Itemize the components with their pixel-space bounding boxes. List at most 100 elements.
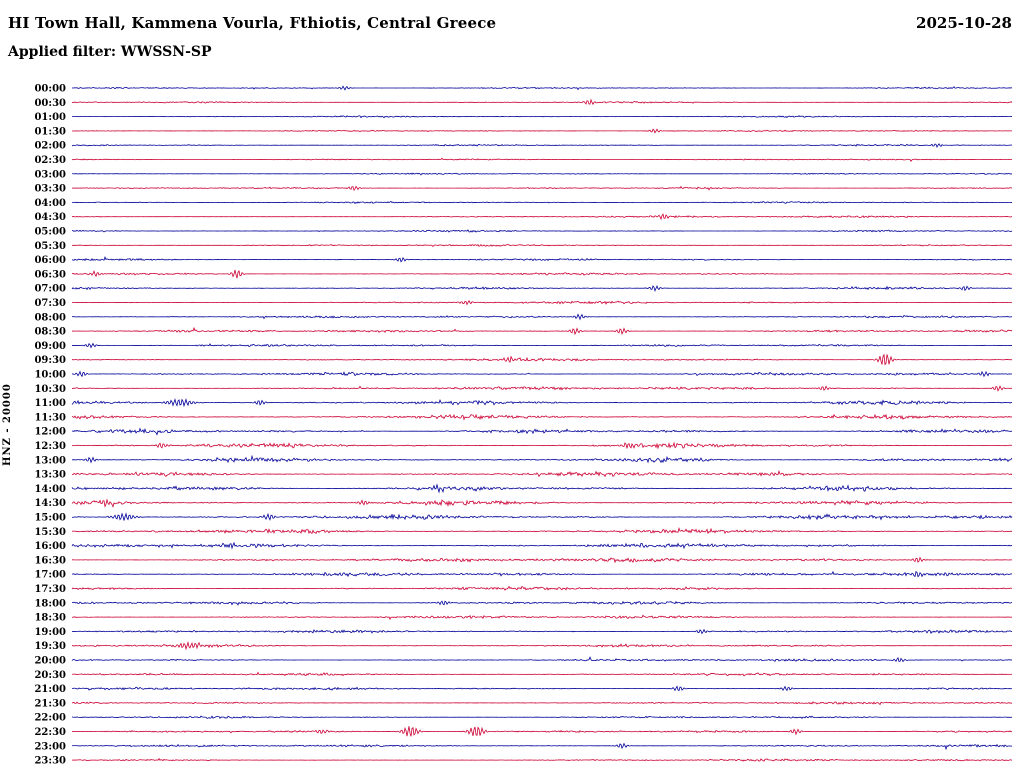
time-label: 15:30 — [34, 527, 66, 538]
trace-row — [71, 640, 1013, 651]
trace-row — [71, 256, 1013, 263]
time-label: 11:00 — [34, 398, 66, 409]
trace-row — [71, 284, 1013, 293]
trace-row — [71, 585, 1013, 591]
trace-row — [71, 397, 1013, 408]
record-date: 2025-10-28 — [916, 14, 1012, 32]
time-label: 18:00 — [34, 598, 66, 609]
time-label: 08:30 — [34, 327, 66, 338]
trace-row — [71, 299, 1013, 306]
time-label: 16:30 — [34, 555, 66, 566]
time-label: 10:00 — [34, 370, 66, 381]
trace-row — [71, 85, 1013, 91]
trace-row — [71, 556, 1013, 564]
trace-row — [71, 512, 1013, 521]
station-title: HI Town Hall, Kammena Vourla, Fthiotis, … — [8, 14, 497, 32]
time-label: 01:30 — [34, 126, 66, 137]
time-label: 07:00 — [34, 284, 66, 295]
trace-row — [71, 656, 1013, 663]
trace-row — [71, 128, 1013, 134]
time-label: 21:00 — [34, 684, 66, 695]
trace-row — [71, 326, 1013, 336]
time-label: 06:30 — [34, 269, 66, 280]
time-label: 10:30 — [34, 384, 66, 395]
trace-row — [71, 385, 1013, 392]
trace-row — [71, 742, 1013, 751]
time-label: 08:00 — [34, 312, 66, 323]
time-label: 03:00 — [34, 169, 66, 180]
trace-row — [71, 726, 1013, 737]
time-label: 04:00 — [34, 198, 66, 209]
time-label: 06:00 — [34, 255, 66, 266]
trace-row — [71, 628, 1013, 635]
trace-row — [71, 469, 1013, 478]
trace-row — [71, 483, 1013, 494]
trace-row — [71, 527, 1013, 535]
time-label: 01:00 — [34, 112, 66, 123]
time-label: 19:00 — [34, 627, 66, 638]
trace-row — [71, 541, 1013, 550]
time-label: 09:30 — [34, 355, 66, 366]
time-label: 12:30 — [34, 441, 66, 452]
trace-row — [71, 157, 1013, 162]
trace-row — [71, 701, 1013, 706]
time-label: 20:00 — [34, 656, 66, 667]
time-label: 17:00 — [34, 570, 66, 581]
time-label: 14:30 — [34, 498, 66, 509]
trace-row — [71, 115, 1013, 119]
time-label: 00:30 — [34, 98, 66, 109]
time-label: 23:00 — [34, 741, 66, 752]
trace-row — [71, 441, 1013, 450]
trace-row — [71, 213, 1013, 221]
time-label: 17:30 — [34, 584, 66, 595]
trace-row — [71, 370, 1013, 378]
trace-row — [71, 185, 1013, 192]
trace-row — [71, 200, 1013, 205]
applied-filter-label: Applied filter: WWSSN-SP — [8, 44, 212, 60]
trace-row — [71, 427, 1013, 436]
time-label: 15:00 — [34, 513, 66, 524]
time-label: 12:00 — [34, 427, 66, 438]
time-label: 20:30 — [34, 670, 66, 681]
trace-row — [71, 229, 1013, 233]
trace-row — [71, 98, 1013, 106]
trace-row — [71, 172, 1013, 176]
time-label: 19:30 — [34, 641, 66, 652]
time-label: 16:00 — [34, 541, 66, 552]
trace-row — [71, 413, 1013, 421]
time-label: 02:00 — [34, 141, 66, 152]
trace-row — [71, 342, 1013, 349]
time-label: 14:00 — [34, 484, 66, 495]
trace-row — [71, 498, 1012, 508]
time-label: 22:00 — [34, 713, 66, 724]
time-label: 04:30 — [34, 212, 66, 223]
time-label: 18:30 — [34, 613, 66, 624]
time-label: 22:30 — [34, 727, 66, 738]
time-label: 09:00 — [34, 341, 66, 352]
time-label: 21:30 — [34, 698, 66, 709]
trace-row — [71, 269, 1013, 279]
time-label: 02:30 — [34, 155, 66, 166]
trace-row — [71, 313, 1013, 321]
time-label: 23:30 — [34, 756, 66, 767]
time-label: 07:30 — [34, 298, 66, 309]
trace-row — [71, 715, 1013, 720]
trace-row — [71, 757, 1013, 762]
trace-row — [71, 243, 1013, 248]
time-label: 00:00 — [34, 84, 66, 95]
trace-row — [71, 570, 1013, 578]
trace-row — [71, 143, 1013, 149]
time-label: 11:30 — [34, 412, 66, 423]
trace-row — [71, 454, 1013, 464]
time-label: 13:00 — [34, 455, 66, 466]
trace-row — [71, 685, 1013, 692]
trace-row — [71, 614, 1013, 621]
trace-row — [71, 600, 1013, 606]
trace-row — [71, 671, 1013, 677]
trace-row — [71, 353, 1013, 366]
time-label: 13:30 — [34, 470, 66, 481]
time-label: 05:30 — [34, 241, 66, 252]
time-label: 03:30 — [34, 184, 66, 195]
